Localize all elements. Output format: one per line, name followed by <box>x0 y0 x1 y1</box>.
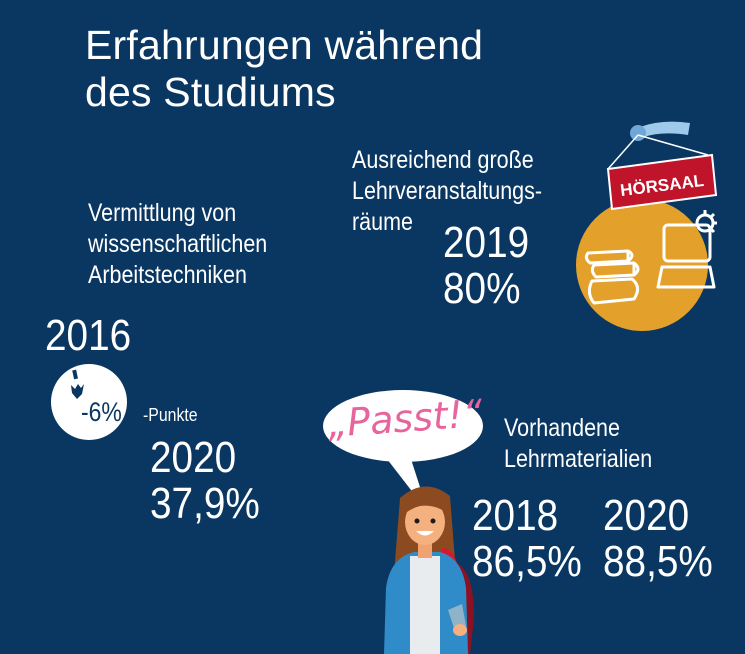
raeume-label: Ausreichend große Lehrveranstaltungs- rä… <box>352 145 542 238</box>
raeume-stat-block: 2019 80% <box>443 220 529 312</box>
label-line: Vorhandene <box>504 414 620 442</box>
year-end: 2020 <box>150 433 237 482</box>
lehrmaterialien-entry-2018: 2018 86,5% <box>472 493 582 585</box>
lehrmaterialien-label: Vorhandene Lehrmaterialien <box>504 413 652 475</box>
title-line-2: des Studiums <box>85 69 336 115</box>
raeume-value: 80% <box>443 264 521 313</box>
label-line: Ausreichend große <box>352 146 534 174</box>
books-icon <box>584 249 640 305</box>
entry-year: 2020 <box>603 491 690 540</box>
lecture-hall-sign-icon: HÖRSAAL <box>606 153 718 211</box>
label-line: Lehrmaterialien <box>504 445 653 473</box>
entry-value: 86,5% <box>472 537 582 586</box>
label-line: wissenschaftlichen <box>88 230 268 258</box>
label-line: Vermittlung von <box>88 199 237 227</box>
change-unit: -Punkte <box>143 405 198 425</box>
student-icon <box>370 478 485 654</box>
computer-icon <box>656 223 716 289</box>
arbeitstechniken-label: Vermittlung von wissenschaftlichen Arbei… <box>88 198 267 291</box>
page-title: Erfahrungen während des Studiums <box>85 22 483 116</box>
entry-value: 88,5% <box>603 537 713 586</box>
label-line: räume <box>352 208 413 236</box>
arbeitstechniken-year-start: 2016 <box>45 311 132 360</box>
title-line-1: Erfahrungen während <box>85 22 484 68</box>
change-value: -6% <box>81 397 122 427</box>
lecture-hall-illustration: HÖRSAAL <box>570 105 745 345</box>
entry-year: 2018 <box>472 491 559 540</box>
lehrmaterialien-entry-2020: 2020 88,5% <box>603 493 713 585</box>
raeume-year: 2019 <box>443 218 530 267</box>
arbeitstechniken-year-end-block: 2020 37,9% <box>150 435 260 527</box>
label-line: Lehrveranstaltungs- <box>352 177 543 205</box>
gear-icon <box>695 210 717 234</box>
label-line: Arbeitstechniken <box>88 261 247 289</box>
down-arrow-circle-icon <box>50 363 128 441</box>
value-end: 37,9% <box>150 479 260 528</box>
